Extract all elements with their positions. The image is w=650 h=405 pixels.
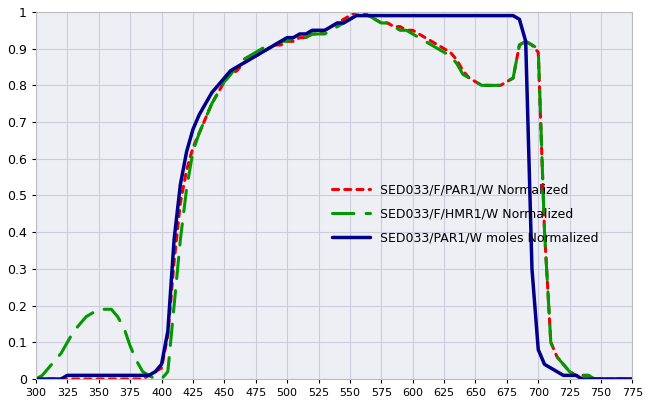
SED033/PAR1/W moles Normalized bbox=[32, 377, 40, 382]
Line: SED033/PAR1/W moles Normalized: SED033/PAR1/W moles Normalized bbox=[36, 16, 632, 379]
SED033/F/PAR1/W Normalized bbox=[333, 21, 341, 26]
SED033/PAR1/W moles Normalized bbox=[333, 21, 341, 26]
SED033/F/HMR1/W Normalized bbox=[352, 13, 360, 18]
SED033/PAR1/W moles Normalized bbox=[352, 13, 360, 18]
SED033/F/PAR1/W Normalized bbox=[584, 373, 592, 378]
SED033/F/HMR1/W Normalized bbox=[289, 35, 297, 40]
SED033/PAR1/W moles Normalized bbox=[584, 377, 592, 382]
SED033/F/HMR1/W Normalized bbox=[333, 24, 341, 29]
Legend: SED033/F/PAR1/W Normalized, SED033/F/HMR1/W Normalized, SED033/PAR1/W moles Norm: SED033/F/PAR1/W Normalized, SED033/F/HMR… bbox=[332, 183, 599, 245]
SED033/PAR1/W moles Normalized bbox=[629, 377, 636, 382]
SED033/F/PAR1/W Normalized bbox=[289, 39, 297, 44]
SED033/PAR1/W moles Normalized bbox=[202, 101, 209, 106]
SED033/F/PAR1/W Normalized bbox=[32, 377, 40, 382]
SED033/PAR1/W moles Normalized bbox=[289, 35, 297, 40]
SED033/PAR1/W moles Normalized bbox=[114, 373, 122, 378]
Line: SED033/F/HMR1/W Normalized: SED033/F/HMR1/W Normalized bbox=[36, 16, 632, 379]
SED033/F/HMR1/W Normalized bbox=[584, 373, 592, 378]
SED033/F/HMR1/W Normalized bbox=[629, 377, 636, 382]
SED033/F/HMR1/W Normalized bbox=[202, 116, 209, 121]
SED033/F/PAR1/W Normalized bbox=[629, 377, 636, 382]
SED033/F/HMR1/W Normalized bbox=[359, 13, 367, 18]
Line: SED033/F/PAR1/W Normalized: SED033/F/PAR1/W Normalized bbox=[36, 12, 632, 379]
SED033/F/PAR1/W Normalized bbox=[202, 116, 209, 121]
SED033/F/PAR1/W Normalized bbox=[352, 9, 360, 14]
SED033/F/PAR1/W Normalized bbox=[114, 377, 122, 382]
SED033/PAR1/W moles Normalized bbox=[359, 13, 367, 18]
SED033/F/HMR1/W Normalized bbox=[32, 377, 40, 382]
SED033/F/PAR1/W Normalized bbox=[359, 9, 367, 14]
SED033/F/HMR1/W Normalized bbox=[114, 314, 122, 319]
